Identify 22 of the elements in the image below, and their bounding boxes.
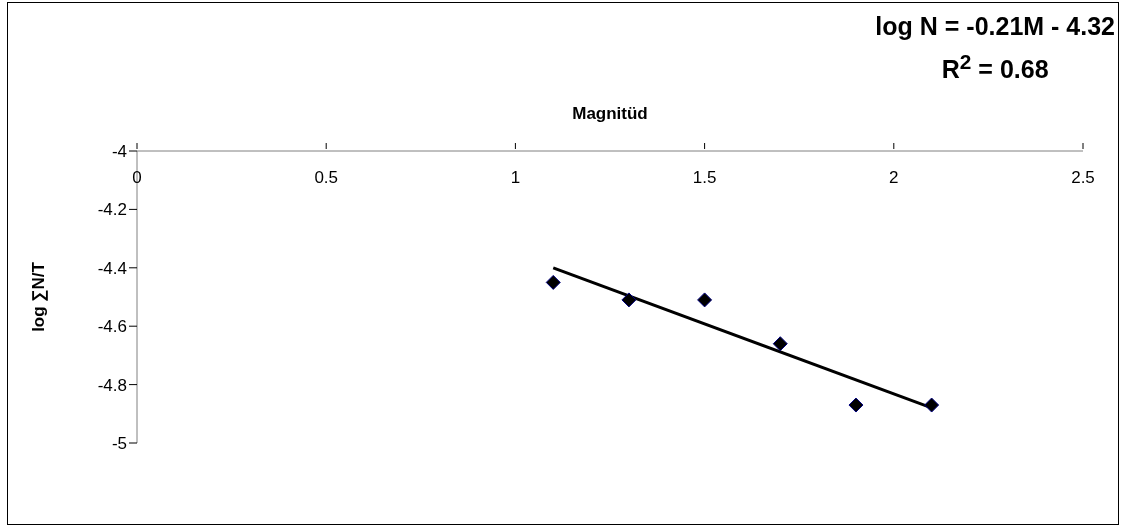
- y-axis-title: log ∑N/T: [29, 261, 49, 332]
- text: log N = -0.21M - 4.32: [875, 11, 1115, 42]
- x-tick-label: 0: [132, 168, 142, 187]
- y-tick-label: -5: [111, 434, 127, 454]
- point: [772, 336, 788, 352]
- x-tick-label: 1: [510, 168, 521, 187]
- y-tick-label: -4.8: [97, 375, 127, 395]
- point: [545, 274, 561, 290]
- y-tick-label: -4.2: [97, 200, 127, 220]
- x-axis-title: Magnitüd: [572, 104, 648, 123]
- point: [697, 292, 713, 308]
- x-tick-label: 2.5: [1071, 168, 1095, 187]
- y-tick-label: -4.4: [97, 258, 127, 278]
- text: R$^{2}$ = 0.68: [940, 49, 1050, 86]
- point: [924, 397, 940, 413]
- y-tick-label: -4.6: [97, 317, 127, 337]
- point: [848, 397, 864, 413]
- x-tick-label: 2: [889, 168, 899, 187]
- y-tick-label: -4: [111, 142, 127, 162]
- x-tick-label: 0.5: [314, 168, 339, 187]
- x-tick-label: 1.5: [692, 168, 717, 187]
- point: [621, 292, 637, 308]
